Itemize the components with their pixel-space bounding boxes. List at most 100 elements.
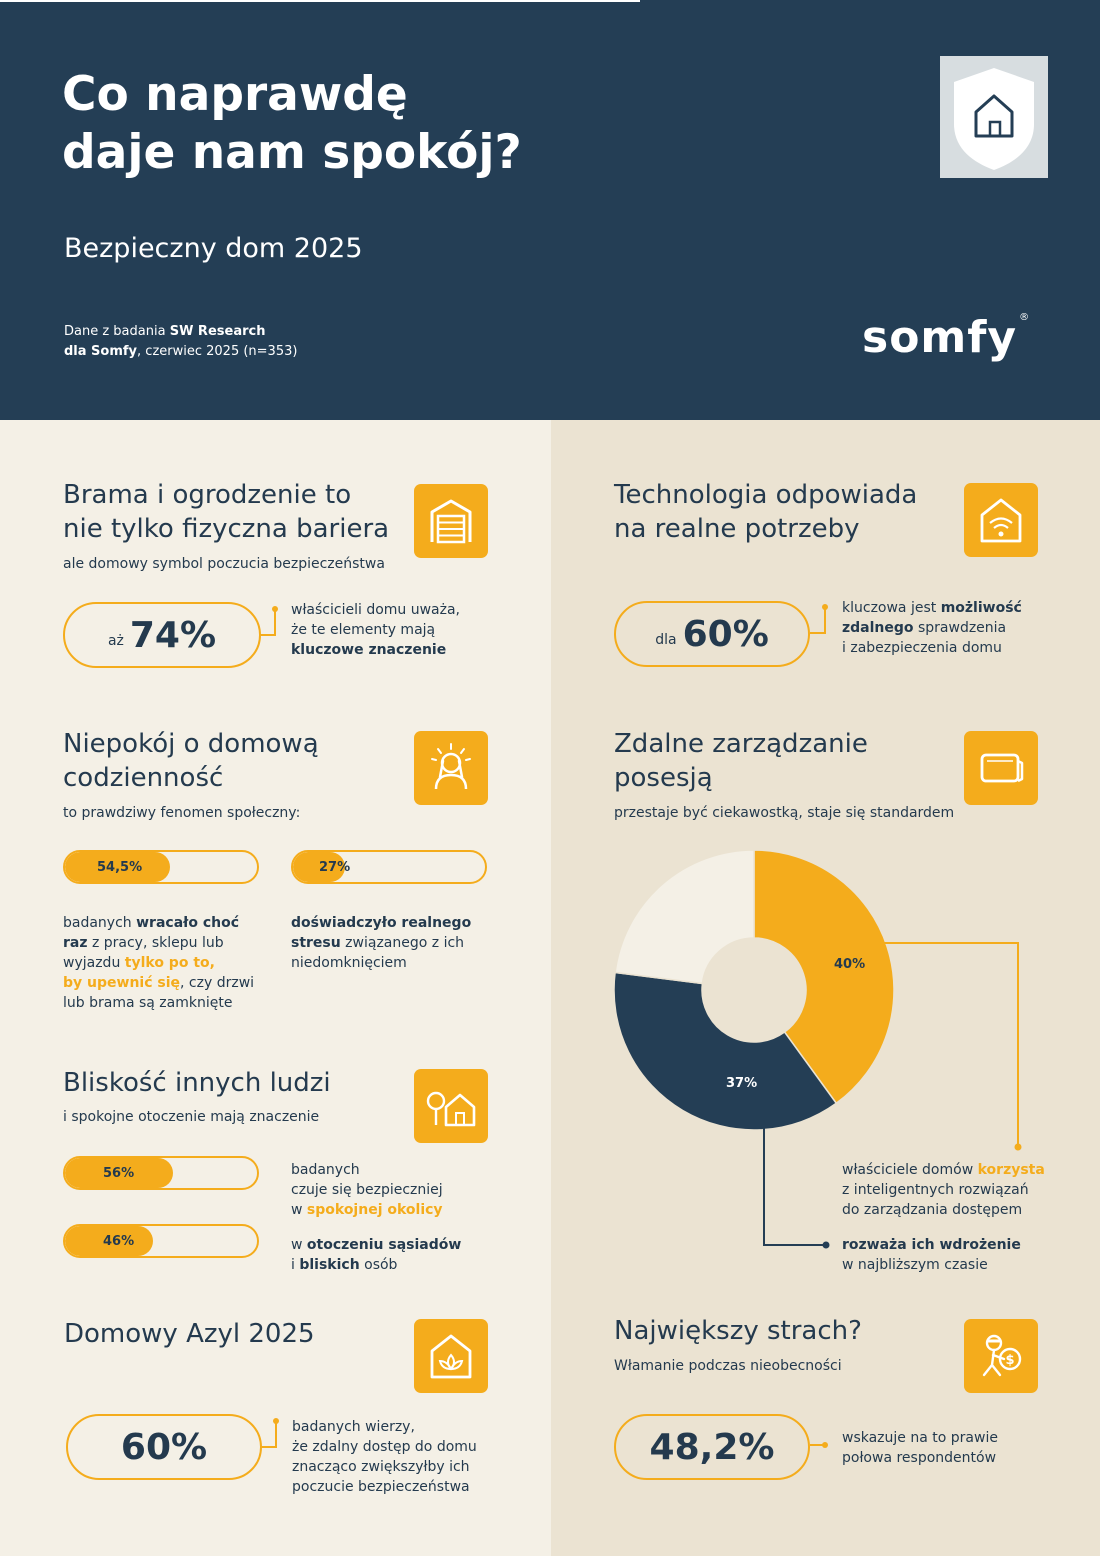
niepokoj-title-line-1: Niepokój o domową <box>63 729 319 759</box>
strach-note-line-2: połowa respondentów <box>842 1450 997 1466</box>
brama-note: właścicieli domu uważa, że te elementy m… <box>291 600 531 660</box>
niepokoj-note-1-text-2: z pracy, sklepu lub <box>87 935 224 951</box>
brama-title-line-1: Brama i ogrodzenie to <box>63 480 352 510</box>
house-tree-icon <box>414 1069 488 1143</box>
niepokoj-subtitle: to prawdziwy fenomen społeczny: <box>63 805 301 821</box>
zdalne-title-line-2: posesją <box>614 763 713 793</box>
strach-note: wskazuje na to prawie połowa respondentó… <box>842 1428 1082 1468</box>
zdalne-subtitle: przestaje być ciekawostką, staje się sta… <box>614 805 955 821</box>
technologia-title-line-1: Technologia odpowiada <box>614 480 918 510</box>
stressed-person-icon <box>414 731 488 805</box>
donut-label-37: 37% <box>726 1076 758 1091</box>
strach-stat-pill: 48,2% <box>614 1414 810 1480</box>
zdalne-note-2-bold: rozważa ich wdrożenie <box>842 1237 1021 1253</box>
header-banner: Co naprawdę daje nam spokój? Bezpieczny … <box>0 0 1100 420</box>
donut-connector-navy <box>763 1125 826 1246</box>
brama-connector <box>260 606 278 636</box>
technologia-note-text-2: sprawdzenia <box>913 620 1007 636</box>
bliskosc-note-2-bold-1: otoczeniu sąsiadów <box>306 1237 462 1253</box>
page-title: Co naprawdę daje nam spokój? <box>62 66 662 182</box>
zdalne-note-2: rozważa ich wdrożenie w najbliższym czas… <box>842 1235 1092 1275</box>
donut-connector-yellow <box>868 942 1019 1147</box>
brama-note-bold: kluczowe znaczenie <box>291 642 447 658</box>
brama-stat-pill: aż 74% <box>63 602 261 668</box>
technologia-note-text-1: kluczowa jest <box>842 600 941 616</box>
niepokoj-note-2-text-2: niedomknięciem <box>291 955 407 971</box>
niepokoj-note-1-bold-1: wracało choć <box>136 915 240 931</box>
source-bold-1: SW Research <box>169 324 266 339</box>
niepokoj-note-2-bold-2: stresu <box>291 935 341 951</box>
niepokoj-note-2: doświadczyło realnego stresu związanego … <box>291 913 501 973</box>
svg-text:$: $ <box>1005 1353 1014 1368</box>
bliskosc-note-2-text-3: osób <box>359 1257 398 1273</box>
bliskosc-bar-2: 46% <box>63 1224 259 1258</box>
source-note: Dane z badania SW Research dla Somfy, cz… <box>64 322 297 362</box>
brama-title: Brama i ogrodzenie to nie tylko fizyczna… <box>63 478 403 546</box>
smart-home-wifi-icon <box>964 483 1038 557</box>
niepokoj-bar-1-label: 54,5% <box>97 859 143 875</box>
bliskosc-bar-2-label: 46% <box>103 1233 135 1249</box>
lotus-house-icon <box>414 1319 488 1393</box>
garage-door-icon <box>414 484 488 558</box>
strach-subtitle: Włamanie podczas nieobecności <box>614 1358 842 1374</box>
niepokoj-note-2-bold-1: doświadczyło realnego <box>291 915 472 931</box>
azyl-title: Domowy Azyl 2025 <box>64 1319 315 1349</box>
niepokoj-note-1-highlight-1: tylko po to, <box>124 955 215 971</box>
donut-slice-40 <box>753 849 895 1105</box>
bliskosc-note-2-text-1: w <box>291 1237 307 1253</box>
bliskosc-subtitle: i spokojne otoczenie mają znaczenie <box>63 1109 320 1125</box>
strach-title: Największy strach? <box>614 1316 862 1346</box>
zdalne-note-1: właściciele domów korzysta z inteligentn… <box>842 1160 1092 1220</box>
zdalne-note-1-text-2: z inteligentnych rozwiązań <box>842 1182 1029 1198</box>
zdalne-donut-chart <box>613 849 1022 1249</box>
niepokoj-note-1-text-3: wyjazdu <box>63 955 125 971</box>
bliskosc-note-1: badanych czuje się bezpieczniej w spokoj… <box>291 1160 531 1220</box>
azyl-note-line-4: poczucie bezpieczeństwa <box>292 1479 470 1495</box>
zdalne-title: Zdalne zarządzanie posesją <box>614 727 944 795</box>
source-prefix: Dane z badania <box>64 324 170 339</box>
niepokoj-bar-2-fill <box>293 852 345 882</box>
zdalne-note-1-highlight: korzysta <box>977 1162 1045 1178</box>
technologia-stat-pill: dla 60% <box>614 601 810 667</box>
bliskosc-bar-2-fill <box>65 1226 154 1256</box>
technologia-title: Technologia odpowiada na realne potrzeby <box>614 478 954 546</box>
donut-slice-remaining <box>614 849 755 985</box>
somfy-logo: somfy ® <box>862 312 1030 363</box>
zdalne-note-1-text-1: właściciele domów <box>842 1162 978 1178</box>
niepokoj-note-1-text-1: badanych <box>63 915 137 931</box>
page-title-line-2: daje nam spokój? <box>62 125 522 180</box>
niepokoj-note-1-highlight-2: by upewnić się <box>63 975 181 991</box>
logo-mark: ® <box>1019 312 1031 323</box>
bliskosc-note-2: w otoczeniu sąsiadów i bliskich osób <box>291 1235 531 1275</box>
donut-slice-37 <box>613 971 838 1131</box>
bliskosc-note-1-highlight: spokojnej okolicy <box>306 1202 443 1218</box>
niepokoj-note-1-bold-2: raz <box>63 935 88 951</box>
strach-stat-value: 48,2% <box>649 1426 775 1468</box>
azyl-note-line-3: znacząco zwiększyłby ich <box>292 1459 470 1475</box>
niepokoj-bar-1-fill <box>65 852 170 882</box>
brama-title-line-2: nie tylko fizyczna bariera <box>63 514 390 544</box>
donut-connector-yellow-dot <box>1014 1143 1022 1151</box>
niepokoj-note-1: badanych wracało choć raz z pracy, sklep… <box>63 913 273 1013</box>
burglar-icon: $ <box>964 1319 1038 1393</box>
strach-connector <box>810 1442 828 1448</box>
donut-connector-navy-dot <box>822 1241 830 1249</box>
source-bold-2: dla Somfy <box>64 344 138 359</box>
azyl-note: badanych wierzy, że zdalny dostęp do dom… <box>292 1417 532 1497</box>
technologia-stat-prefix: dla <box>655 632 677 648</box>
bliskosc-note-1-text-3: w <box>291 1202 307 1218</box>
page-subtitle: Bezpieczny dom 2025 <box>64 233 363 264</box>
technologia-note-bold-2: zdalnego <box>842 620 914 636</box>
azyl-stat-pill: 60% <box>66 1414 262 1480</box>
niepokoj-bar-2: 27% <box>291 850 487 884</box>
niepokoj-note-2-text-1: związanego z ich <box>340 935 465 951</box>
niepokoj-title-line-2: codzienność <box>63 763 224 793</box>
zdalne-note-1-text-3: do zarządzania dostępem <box>842 1202 1023 1218</box>
brama-stat-prefix: aż <box>107 633 124 649</box>
brama-note-line-1: właścicieli domu uważa, <box>291 602 461 618</box>
bliskosc-bar-1-fill <box>65 1158 173 1188</box>
zdalne-note-2-text: w najbliższym czasie <box>842 1257 988 1273</box>
donut-label-40: 40% <box>834 957 866 972</box>
technologia-note: kluczowa jest możliwość zdalnego sprawdz… <box>842 598 1082 658</box>
shield-house-icon <box>940 56 1048 178</box>
